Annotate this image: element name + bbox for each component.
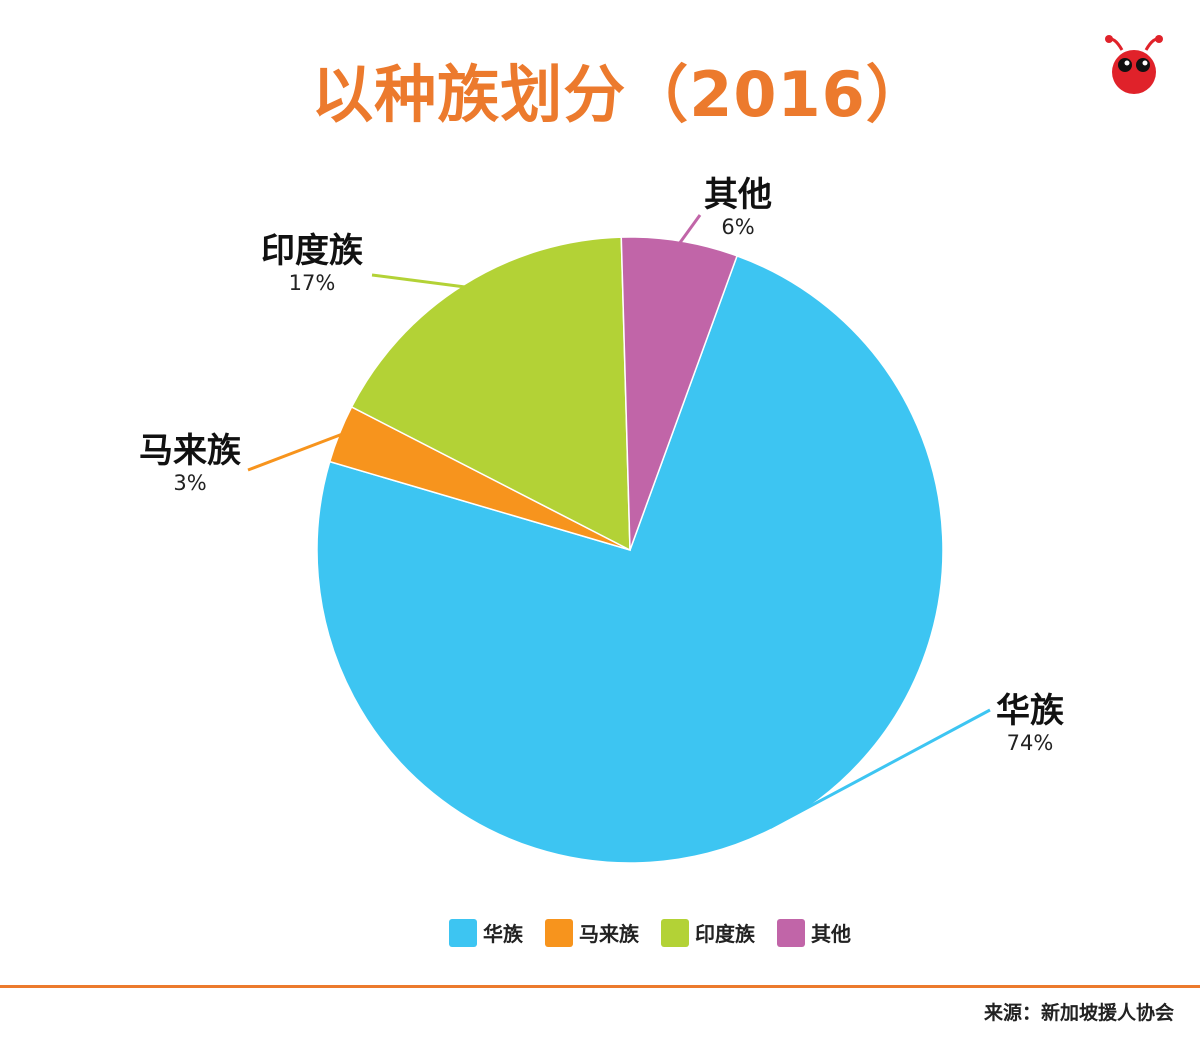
chart-title: 以种族划分（2016）	[311, 58, 929, 131]
legend-label-1: 马来族	[579, 922, 639, 946]
footer-divider	[0, 985, 1200, 988]
legend-swatch-3	[777, 918, 805, 947]
legend-label-3: 其他	[811, 922, 851, 946]
slice-name-label-1: 马来族	[139, 431, 241, 471]
slice-name-label-2: 印度族	[261, 231, 363, 271]
leader-line-1	[247, 433, 342, 472]
legend-item-0: 华族	[449, 918, 523, 947]
legend-swatch-0	[449, 918, 477, 947]
leader-line-2	[371, 273, 465, 289]
pie-slice-0	[316, 254, 944, 864]
source-text: 来源：新加坡援人协会	[983, 1002, 1174, 1024]
slice-name-label-3: 其他	[704, 175, 772, 215]
chart-legend: 华族 马来族 印度族 其他	[0, 918, 1200, 947]
slice-percent-label-1: 3%	[173, 471, 206, 495]
legend-item-3: 其他	[777, 918, 851, 947]
slice-percent-label-0: 74%	[1007, 731, 1054, 755]
legend-item-1: 马来族	[545, 918, 639, 947]
slice-name-label-0: 华族	[996, 691, 1064, 731]
leader-line-3	[678, 214, 702, 244]
slice-percent-label-3: 6%	[721, 215, 754, 239]
legend-label-0: 华族	[483, 922, 523, 946]
legend-label-2: 印度族	[695, 922, 755, 946]
leader-line-0	[769, 708, 991, 829]
legend-swatch-1	[545, 918, 573, 947]
slice-percent-label-2: 17%	[289, 271, 336, 295]
legend-swatch-2	[661, 918, 689, 947]
legend-item-2: 印度族	[661, 918, 755, 947]
ant-mascot-icon	[1105, 35, 1163, 94]
